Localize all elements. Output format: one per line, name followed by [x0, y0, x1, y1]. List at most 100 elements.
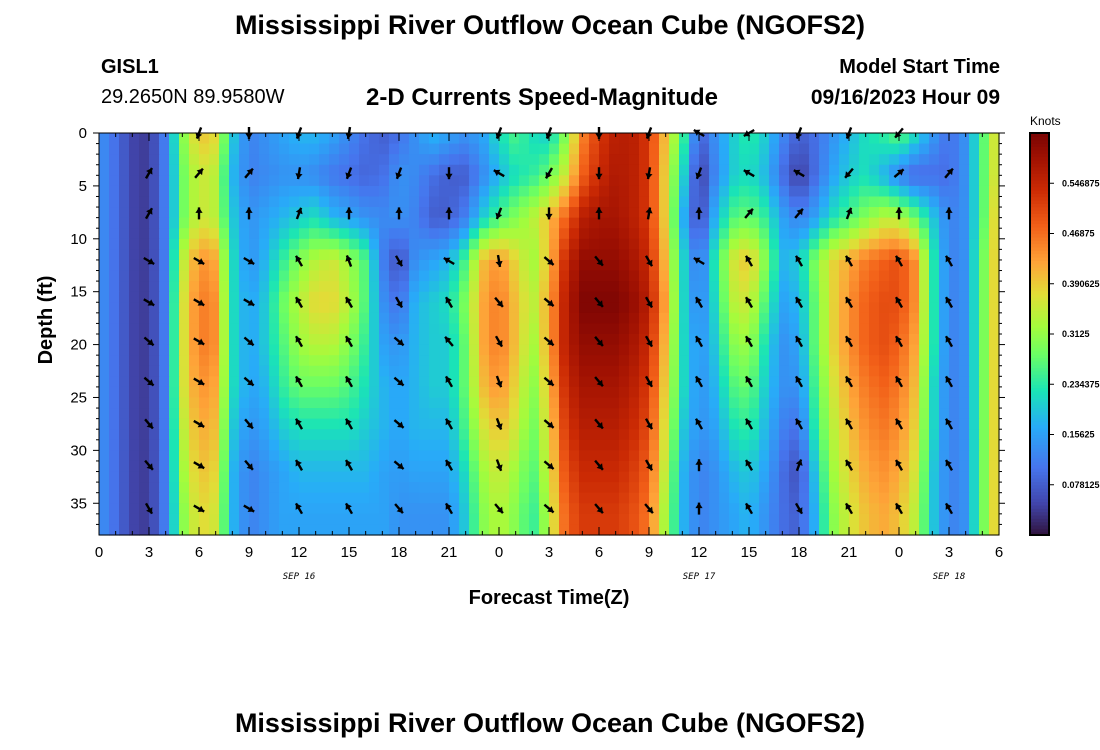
heatmap-cell — [419, 492, 430, 504]
heatmap-cell — [239, 408, 250, 420]
heatmap-cell — [779, 154, 790, 166]
heatmap-cell — [379, 524, 390, 536]
heatmap-cell — [809, 164, 820, 176]
current-arrow — [144, 418, 154, 430]
heatmap-cell — [709, 365, 720, 377]
heatmap-cell — [99, 513, 110, 526]
heatmap-cell — [989, 439, 1000, 451]
heatmap-cell — [599, 207, 610, 219]
heatmap-cell — [159, 302, 170, 314]
heatmap-cell — [349, 450, 360, 462]
heatmap-cell — [179, 334, 190, 346]
heatmap-cell — [149, 207, 160, 219]
heatmap-cell — [889, 291, 900, 303]
heatmap-cell — [249, 196, 260, 208]
heatmap-cell — [119, 365, 130, 377]
heatmap-cell — [669, 175, 680, 187]
heatmap-cell — [479, 365, 490, 377]
heatmap-cell — [499, 133, 510, 145]
heatmap-cell — [819, 376, 830, 388]
heatmap-cell — [629, 154, 640, 166]
heatmap-cell — [529, 460, 540, 473]
heatmap-cell — [959, 355, 970, 367]
heatmap-cell — [899, 154, 910, 166]
heatmap-cell — [599, 355, 610, 367]
heatmap-cell — [259, 344, 270, 356]
heatmap-cell — [589, 270, 600, 282]
heatmap-cell — [789, 450, 800, 462]
heatmap-cell — [739, 386, 750, 399]
heatmap-cell — [109, 524, 120, 536]
heatmap-cell — [659, 471, 670, 483]
heatmap-cell — [819, 408, 830, 420]
heatmap-cell — [159, 503, 170, 515]
heatmap-cell — [609, 323, 620, 335]
heatmap-cell — [979, 429, 990, 441]
heatmap-cell — [339, 460, 350, 473]
heatmap-cell — [619, 439, 630, 451]
heatmap-cell — [629, 418, 640, 430]
heatmap-cell — [619, 397, 630, 409]
heatmap-cell — [559, 503, 570, 515]
heatmap-cell — [689, 291, 700, 303]
heatmap-cell — [629, 524, 640, 536]
heatmap-cell — [279, 386, 290, 399]
heatmap-cell — [939, 429, 950, 441]
heatmap-cell — [249, 238, 260, 250]
heatmap-cell — [259, 334, 270, 346]
heatmap-cell — [989, 365, 1000, 377]
heatmap-cell — [969, 259, 980, 272]
colorbar-segment — [1030, 223, 1049, 228]
heatmap-cell — [209, 302, 220, 314]
heatmap-cell — [949, 281, 960, 293]
heatmap-cell — [99, 334, 110, 346]
heatmap-cell — [989, 524, 1000, 536]
heatmap-cell — [649, 217, 660, 229]
heatmap-cell — [959, 513, 970, 526]
heatmap-cell — [989, 133, 1000, 145]
heatmap-cell — [759, 281, 770, 293]
colorbar-segment — [1030, 233, 1049, 238]
heatmap-cell — [969, 355, 980, 367]
heatmap-cell — [389, 492, 400, 504]
heatmap-cell — [389, 207, 400, 219]
heatmap-cell — [599, 418, 610, 430]
heatmap-cell — [419, 471, 430, 483]
heatmap-cell — [399, 196, 410, 208]
heatmap-cell — [399, 513, 410, 526]
heatmap-cell — [959, 397, 970, 409]
heatmap-cell — [299, 196, 310, 208]
heatmap-cell — [789, 249, 800, 261]
heatmap-cell — [689, 249, 700, 261]
heatmap-cell — [119, 439, 130, 451]
heatmap-cell — [789, 270, 800, 282]
heatmap-cell — [179, 217, 190, 229]
heatmap-cell — [289, 524, 300, 536]
heatmap-cell — [259, 524, 270, 536]
heatmap-cell — [899, 270, 910, 282]
heatmap-cell — [769, 418, 780, 430]
colorbar-segment — [1030, 360, 1049, 365]
heatmap-cell — [859, 228, 870, 240]
heatmap-cell — [679, 408, 690, 420]
heatmap-cell — [729, 143, 740, 155]
heatmap-cell — [459, 302, 470, 314]
heatmap-cell — [259, 460, 270, 473]
model-start-label: Model Start Time — [839, 56, 1000, 78]
heatmap-cell — [289, 460, 300, 473]
heatmap-cell — [439, 154, 450, 166]
heatmap-cell — [629, 397, 640, 409]
heatmap-cell — [199, 482, 210, 494]
heatmap-cell — [389, 418, 400, 430]
heatmap-cell — [749, 418, 760, 430]
heatmap-cell — [239, 323, 250, 335]
heatmap-cell — [729, 323, 740, 335]
heatmap-cell — [319, 281, 330, 293]
heatmap-cell — [889, 185, 900, 198]
y-tick-label: 5 — [79, 178, 87, 195]
heatmap-cell — [339, 482, 350, 494]
heatmap-cell — [579, 196, 590, 208]
heatmap-cell — [599, 386, 610, 399]
current-arrow — [594, 336, 604, 347]
heatmap-cell — [819, 503, 830, 515]
